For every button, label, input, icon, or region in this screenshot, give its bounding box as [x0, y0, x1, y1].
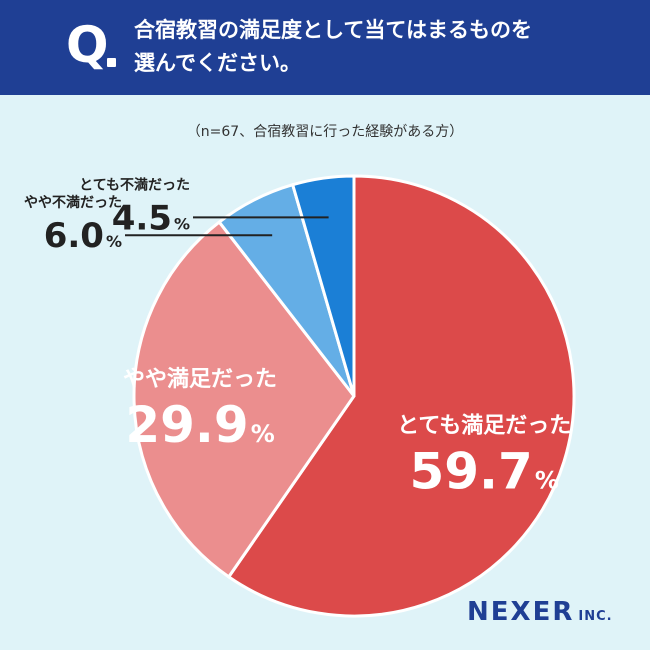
slice-label: とても満足だった — [397, 413, 571, 439]
header-bar: Q 合宿教習の満足度として当てはまるものを 選んでください。 — [0, 0, 650, 95]
question-line-2: 選んでください。 — [134, 51, 301, 75]
sample-note: （n=67、合宿教習に行った経験がある方） — [186, 124, 464, 140]
slice-value: 4.5% — [112, 198, 190, 238]
question-text: 合宿教習の満足度として当てはまるものを 選んでください。 — [134, 14, 634, 80]
question-line-1: 合宿教習の満足度として当てはまるものを — [134, 18, 532, 42]
slice-value: 29.9% — [125, 396, 274, 454]
pie-slice — [132, 220, 356, 579]
brand-suffix: INC. — [578, 609, 613, 624]
pie-slice — [291, 174, 356, 398]
slice-label: やや不満だった — [24, 194, 122, 211]
slice-value: 6.0% — [44, 216, 122, 256]
q-dot — [107, 58, 116, 67]
brand-logo: NEXER INC. — [467, 597, 613, 627]
slice-label: やや満足だった — [123, 366, 277, 392]
pie-slice — [227, 174, 576, 618]
q-mark: Q — [66, 16, 109, 74]
slice-label: とても不満だった — [79, 176, 190, 193]
brand-name: NEXER — [467, 597, 575, 627]
slice-value: 59.7% — [409, 443, 558, 501]
